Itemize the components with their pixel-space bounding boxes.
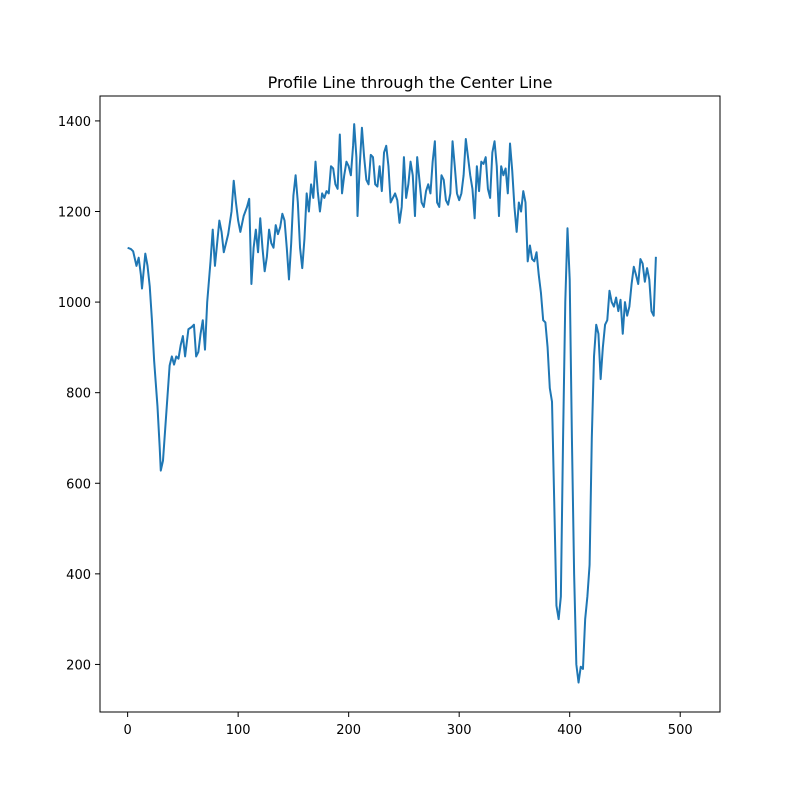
x-tick-label: 200 (336, 723, 361, 738)
x-tick-label: 300 (447, 723, 472, 738)
x-tick-label: 100 (226, 723, 251, 738)
chart-title: Profile Line through the Center Line (268, 73, 553, 92)
plot-frame (99, 95, 721, 713)
x-tick-label: 500 (668, 723, 693, 738)
x-tick-label: 400 (557, 723, 582, 738)
x-tick-label: 0 (123, 723, 131, 738)
series-line-0 (127, 123, 657, 684)
y-tick-label: 1200 (58, 206, 91, 221)
y-tick-label: 1400 (58, 115, 91, 130)
y-tick-label: 1000 (58, 296, 91, 311)
y-tick-label: 400 (66, 568, 91, 583)
y-tick-label: 800 (66, 387, 91, 402)
y-tick-label: 600 (66, 477, 91, 492)
y-tick-label: 200 (66, 658, 91, 673)
